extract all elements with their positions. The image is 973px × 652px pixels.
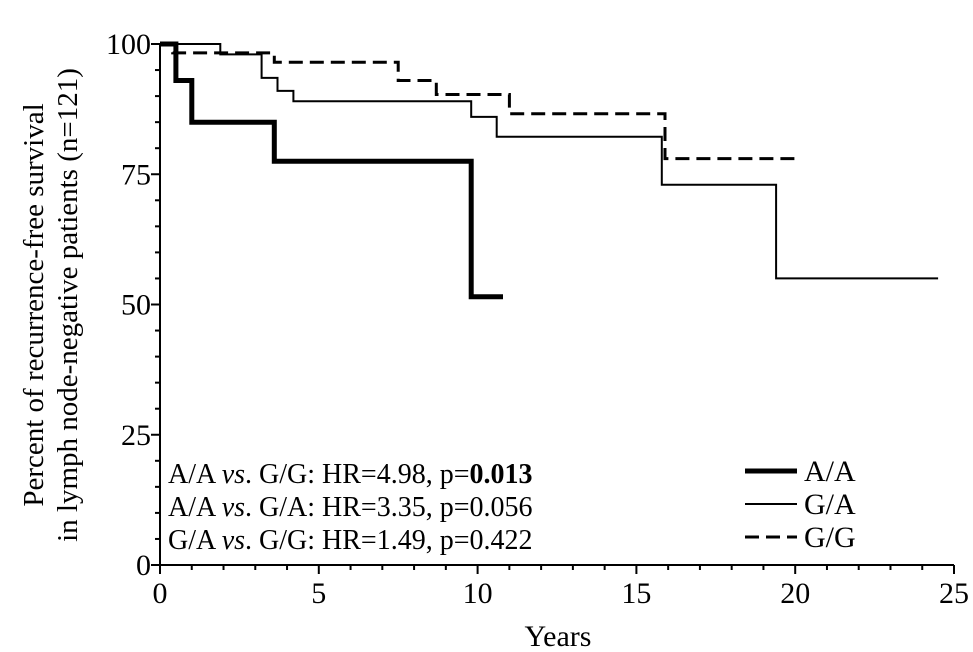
annotation-vs: vs bbox=[222, 459, 245, 490]
annotation-p: 0.056 bbox=[470, 492, 533, 523]
series-ga-line bbox=[160, 43, 939, 280]
y-tick-label: 50 bbox=[121, 289, 151, 322]
legend-label: A/A bbox=[804, 455, 856, 488]
x-tick-label: 0 bbox=[153, 577, 168, 610]
annotation-p: 0.013 bbox=[470, 459, 533, 490]
annotation-a: G/A bbox=[168, 525, 222, 556]
x-tick-label: 20 bbox=[780, 577, 810, 610]
annotation-a: A/A bbox=[168, 492, 222, 523]
x-tick-label: 5 bbox=[311, 577, 326, 610]
annotation-a: A/A bbox=[168, 459, 222, 490]
axes: 0 5 10 15 20 25 0 25 50 75 100 bbox=[106, 28, 969, 610]
annotation-b: . G/A: HR=3.35, p= bbox=[245, 492, 469, 523]
x-tick-label: 15 bbox=[621, 577, 651, 610]
y-tick-label: 75 bbox=[121, 158, 151, 191]
hr-annotation: G/A vs. G/G: HR=1.49, p=0.422 bbox=[168, 525, 533, 556]
hr-annotation: A/A vs. G/G: HR=4.98, p=0.013 bbox=[168, 459, 533, 490]
annotation-b: . G/G: HR=4.98, p= bbox=[245, 459, 469, 490]
y-axis-label-line1: Percent of recurrence-free survival bbox=[18, 103, 50, 506]
x-tick-label: 25 bbox=[939, 577, 969, 610]
series-gg-line bbox=[160, 42, 796, 161]
y-axis-label-line2: in lymph node-negative patients (n=121) bbox=[52, 68, 84, 542]
legend-label: G/G bbox=[804, 521, 856, 554]
annotation-p: 0.422 bbox=[470, 525, 533, 556]
legend-label: G/A bbox=[804, 488, 856, 521]
legend: A/AG/AG/G bbox=[745, 455, 856, 554]
x-tick-label: 10 bbox=[463, 577, 493, 610]
x-axis-label: Years bbox=[525, 620, 592, 652]
annotation-vs: vs bbox=[222, 492, 245, 523]
annotation-b: . G/G: HR=1.49, p= bbox=[245, 525, 469, 556]
y-tick-label: 25 bbox=[121, 419, 151, 452]
y-tick-label: 100 bbox=[106, 28, 151, 61]
series-aa-line bbox=[160, 41, 503, 300]
series-group bbox=[160, 41, 939, 300]
annotation-vs: vs bbox=[222, 525, 245, 556]
hr-annotation: A/A vs. G/A: HR=3.35, p=0.056 bbox=[168, 492, 533, 523]
y-tick-label: 0 bbox=[136, 549, 151, 582]
